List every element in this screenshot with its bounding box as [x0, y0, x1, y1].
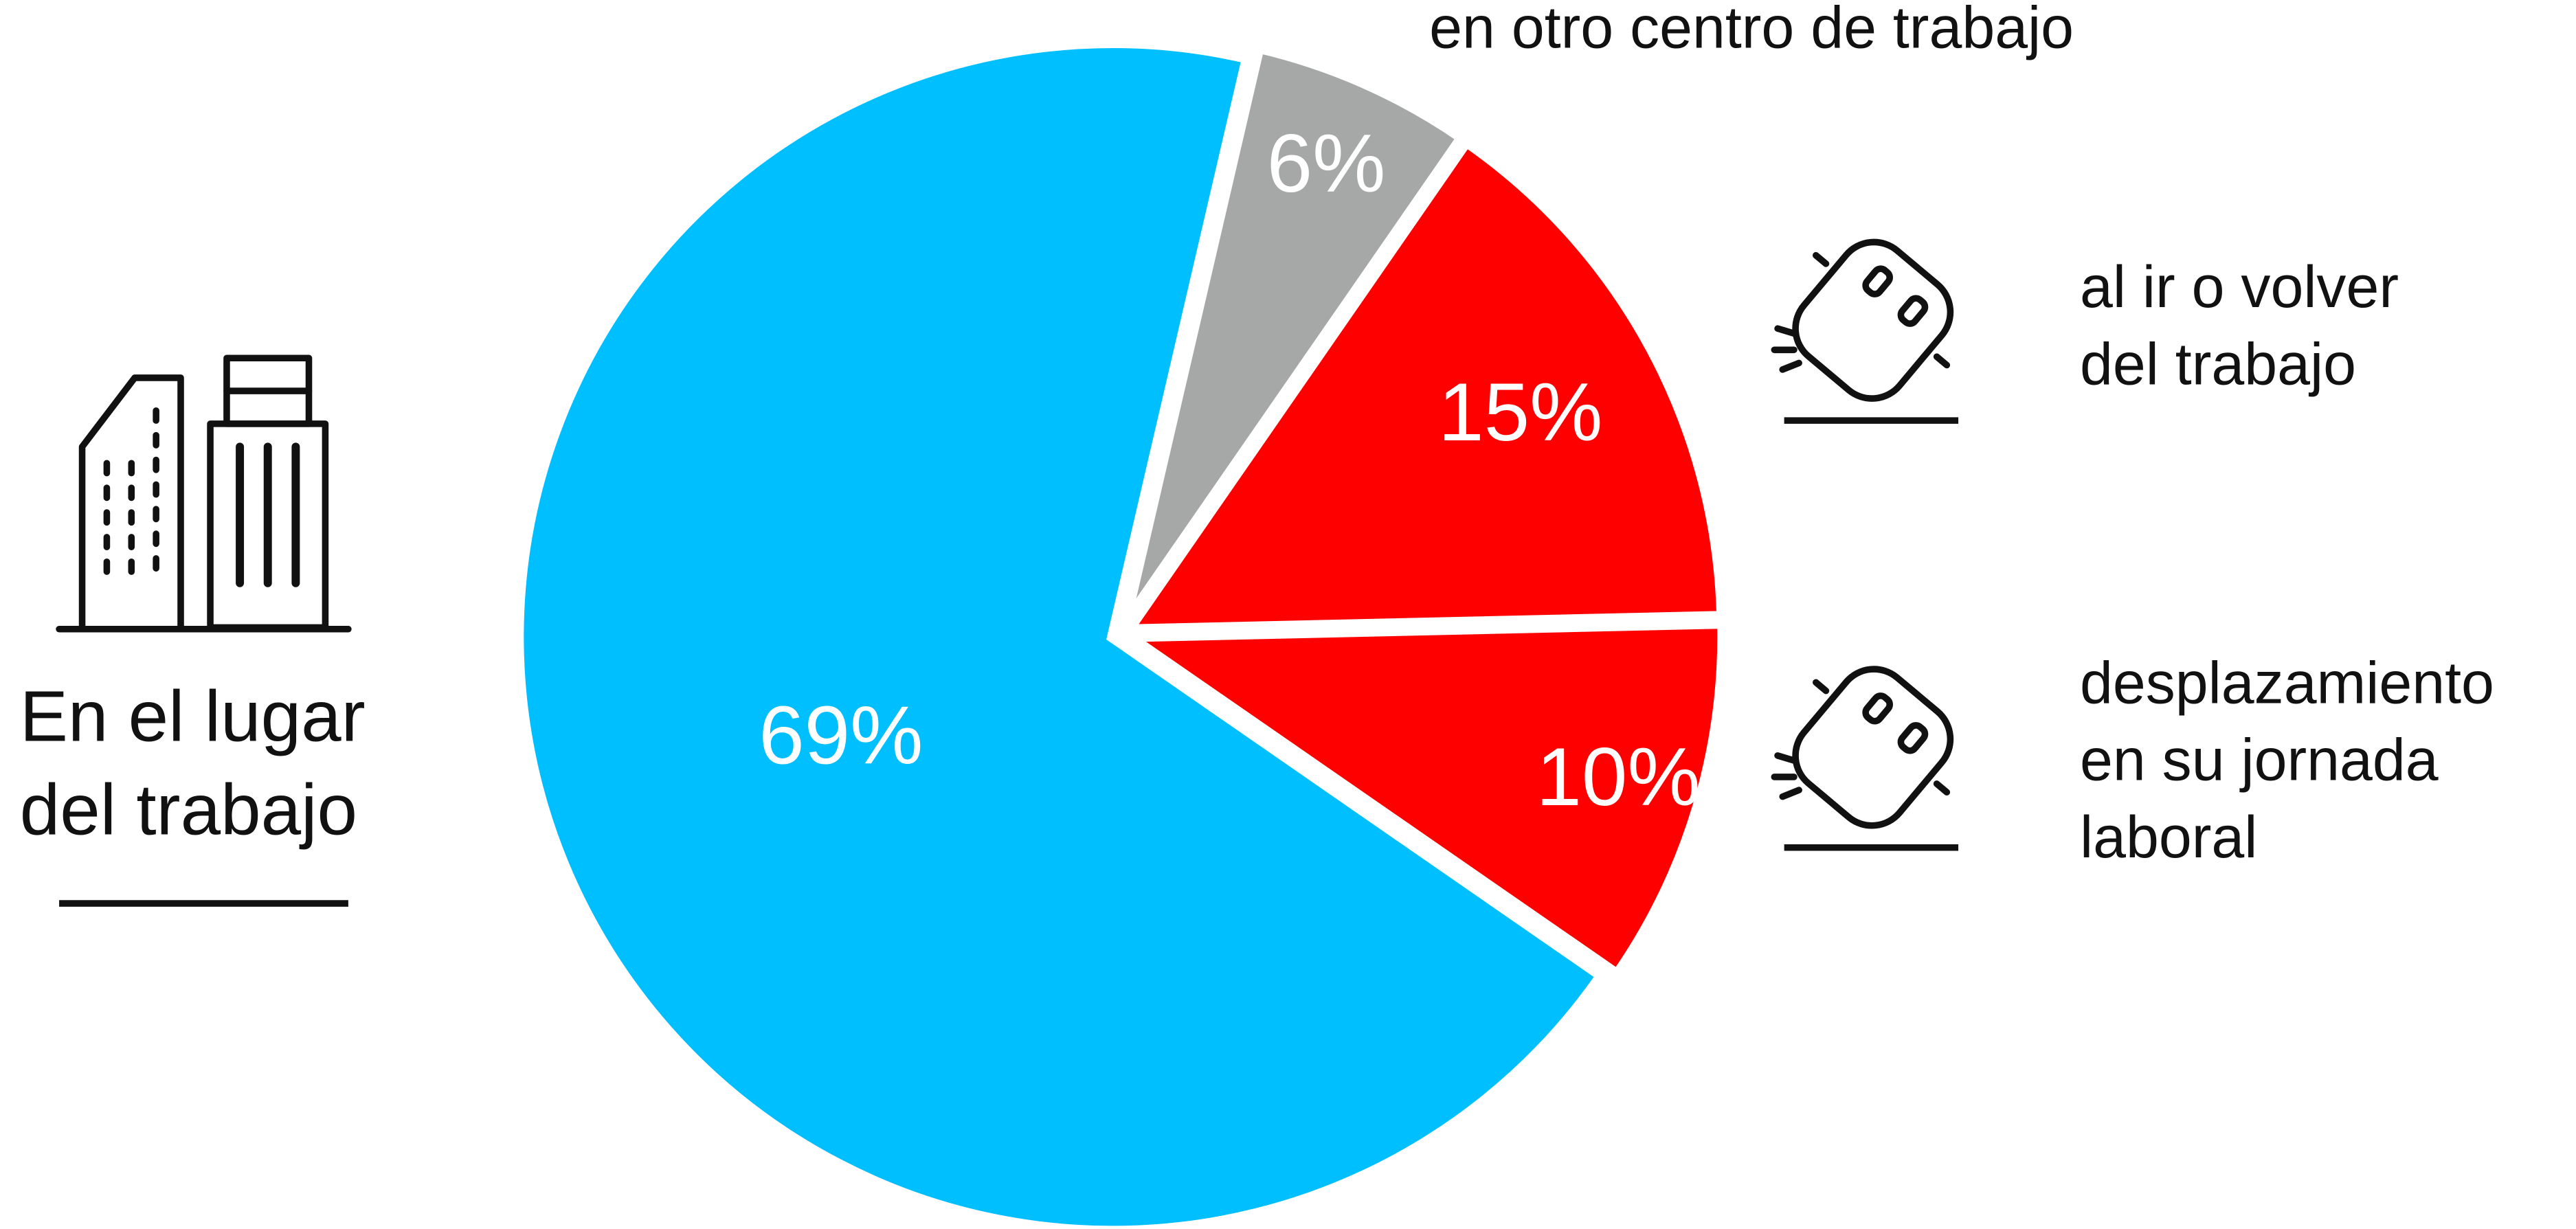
building-icon [56, 354, 352, 633]
category-label: en otro centro de trabajo [1429, 0, 2074, 61]
value-label: 6% [1267, 118, 1386, 210]
value-label: 15% [1438, 367, 1602, 458]
category-label: al ir o volver del trabajo [2080, 253, 2399, 398]
pie-slice [512, 36, 1610, 1229]
value-label: 69% [759, 690, 923, 781]
pie-slice [1110, 617, 1729, 983]
value-label: 10% [1536, 732, 1700, 823]
car-crash-icon [1771, 238, 1954, 402]
pie-slice [1116, 133, 1729, 636]
category-label: En el lugar del trabajo [19, 677, 366, 851]
car-crash-icon [1771, 666, 1954, 829]
pie-slice [1118, 40, 1470, 630]
category-label: desplazamiento en su jornada laboral [2080, 649, 2494, 870]
